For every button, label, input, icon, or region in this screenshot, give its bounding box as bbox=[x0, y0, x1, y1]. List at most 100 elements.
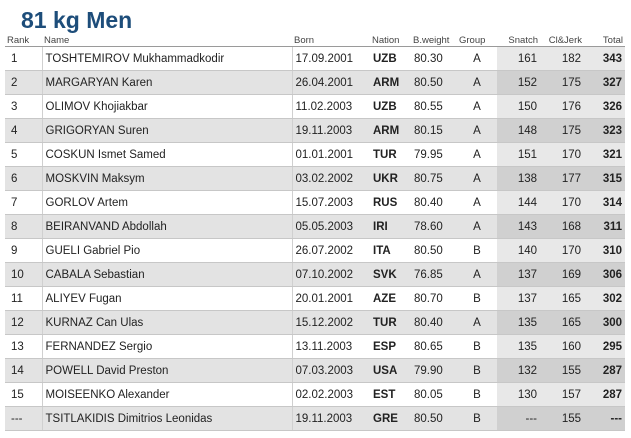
athlete-name[interactable]: OLIMOV Khojiakbar bbox=[41, 94, 293, 119]
nation-cell: ITA bbox=[370, 238, 411, 263]
bodyweight-cell: 80.50 bbox=[411, 238, 457, 263]
header-total: Total bbox=[584, 34, 625, 47]
rank-cell: 15 bbox=[5, 382, 42, 407]
born-cell: 05.05.2003 bbox=[292, 214, 370, 239]
clean-jerk-cell: 168 bbox=[540, 214, 584, 239]
bodyweight-cell: 80.65 bbox=[411, 334, 457, 359]
born-cell: 07.03.2003 bbox=[292, 358, 370, 383]
nation-cell: ARM bbox=[370, 118, 411, 143]
total-cell: 326 bbox=[584, 94, 625, 119]
born-cell: 26.07.2002 bbox=[292, 238, 370, 263]
rank-cell: 13 bbox=[5, 334, 42, 359]
table-row: 7 GORLOV Artem 15.07.2003 RUS 80.40 A 144 170 31… bbox=[5, 190, 625, 215]
nation-cell: ARM bbox=[370, 70, 411, 95]
rank-cell: 14 bbox=[5, 358, 42, 383]
athlete-name[interactable]: MOSKVIN Maksym bbox=[41, 166, 293, 191]
total-cell: 306 bbox=[584, 262, 625, 287]
table-row: 4 GRIGORYAN Suren 19.11.2003 ARM 80.15 A 148 17… bbox=[5, 118, 625, 143]
clean-jerk-cell: 155 bbox=[540, 358, 584, 383]
nation-cell: AZE bbox=[370, 286, 411, 311]
nation-cell: TUR bbox=[370, 310, 411, 335]
total-cell: 327 bbox=[584, 70, 625, 95]
athlete-name[interactable]: KURNAZ Can Ulas bbox=[41, 310, 293, 335]
athlete-name[interactable]: MARGARYAN Karen bbox=[41, 70, 293, 95]
snatch-cell: 144 bbox=[497, 190, 540, 215]
table-row: 5 COSKUN Ismet Samed 01.01.2001 TUR 79.95 A 15… bbox=[5, 142, 625, 167]
table-row: 13 FERNANDEZ Sergio 13.11.2003 ESP 80.65 B 135… bbox=[5, 334, 625, 359]
athlete-name[interactable]: TOSHTEMIROV Mukhammadkodir bbox=[41, 46, 293, 71]
rank-cell: 7 bbox=[5, 190, 42, 215]
group-cell: B bbox=[457, 334, 497, 359]
born-cell: 01.01.2001 bbox=[292, 142, 370, 167]
nation-cell: USA bbox=[370, 358, 411, 383]
snatch-cell: 137 bbox=[497, 262, 540, 287]
athlete-name[interactable]: GUELI Gabriel Pio bbox=[41, 238, 293, 263]
total-cell: 323 bbox=[584, 118, 625, 143]
total-cell: 314 bbox=[584, 190, 625, 215]
table-row: 11 ALIYEV Fugan 20.01.2001 AZE 80.70 B 137 165 3… bbox=[5, 286, 625, 311]
snatch-cell: 151 bbox=[497, 142, 540, 167]
nation-cell: RUS bbox=[370, 190, 411, 215]
table-row: 1 TOSHTEMIROV Mukhammadkodir 17.09.2001 UZB… bbox=[5, 46, 625, 71]
rank-cell: 12 bbox=[5, 310, 42, 335]
bodyweight-cell: 80.05 bbox=[411, 382, 457, 407]
table-row: 3 OLIMOV Khojiakbar 11.02.2003 UZB 80.55 A 150… bbox=[5, 94, 625, 119]
born-cell: 17.09.2001 bbox=[292, 46, 370, 71]
page-title: 81 kg Men bbox=[21, 7, 133, 33]
table-row: --- TSITLAKIDIS Dimitrios Leonidas 19.11.2… bbox=[5, 406, 625, 431]
nation-cell: IRI bbox=[370, 214, 411, 239]
clean-jerk-cell: 157 bbox=[540, 382, 584, 407]
group-cell: A bbox=[457, 70, 497, 95]
total-cell: 321 bbox=[584, 142, 625, 167]
athlete-name[interactable]: BEIRANVAND Abdollah bbox=[41, 214, 293, 239]
athlete-name[interactable]: FERNANDEZ Sergio bbox=[41, 334, 293, 359]
group-cell: A bbox=[457, 214, 497, 239]
total-cell: 310 bbox=[584, 238, 625, 263]
bodyweight-cell: 79.95 bbox=[411, 142, 457, 167]
rank-cell: 10 bbox=[5, 262, 42, 287]
athlete-name[interactable]: ALIYEV Fugan bbox=[41, 286, 293, 311]
nation-cell: SVK bbox=[370, 262, 411, 287]
header-nation: Nation bbox=[370, 34, 411, 47]
nation-cell: UZB bbox=[370, 46, 411, 71]
born-cell: 19.11.2003 bbox=[292, 118, 370, 143]
born-cell: 19.11.2003 bbox=[292, 406, 370, 431]
snatch-cell: 143 bbox=[497, 214, 540, 239]
clean-jerk-cell: 175 bbox=[540, 118, 584, 143]
group-cell: B bbox=[457, 238, 497, 263]
bodyweight-cell: 80.30 bbox=[411, 46, 457, 71]
clean-jerk-cell: 165 bbox=[540, 310, 584, 335]
group-cell: A bbox=[457, 262, 497, 287]
athlete-name[interactable]: POWELL David Preston bbox=[41, 358, 293, 383]
bodyweight-cell: 80.50 bbox=[411, 406, 457, 431]
athlete-name[interactable]: GORLOV Artem bbox=[41, 190, 293, 215]
total-cell: 300 bbox=[584, 310, 625, 335]
bodyweight-cell: 80.50 bbox=[411, 70, 457, 95]
rank-cell: 4 bbox=[5, 118, 42, 143]
group-cell: A bbox=[457, 166, 497, 191]
table-header: Rank Name Born Nation B.weight Group Sna… bbox=[5, 34, 625, 47]
athlete-name[interactable]: COSKUN Ismet Samed bbox=[41, 142, 293, 167]
bodyweight-cell: 80.70 bbox=[411, 286, 457, 311]
athlete-name[interactable]: GRIGORYAN Suren bbox=[41, 118, 293, 143]
snatch-cell: 132 bbox=[497, 358, 540, 383]
nation-cell: GRE bbox=[370, 406, 411, 431]
athlete-name[interactable]: TSITLAKIDIS Dimitrios Leonidas bbox=[41, 406, 293, 431]
rank-cell: 9 bbox=[5, 238, 42, 263]
header-group: Group bbox=[457, 34, 497, 47]
snatch-cell: 130 bbox=[497, 382, 540, 407]
rank-cell: 2 bbox=[5, 70, 42, 95]
header-born: Born bbox=[292, 34, 370, 47]
born-cell: 07.10.2002 bbox=[292, 262, 370, 287]
group-cell: B bbox=[457, 406, 497, 431]
snatch-cell: 148 bbox=[497, 118, 540, 143]
athlete-name[interactable]: MOISEENKO Alexander bbox=[41, 382, 293, 407]
header-snatch: Snatch bbox=[497, 34, 540, 47]
rank-cell: 5 bbox=[5, 142, 42, 167]
clean-jerk-cell: 155 bbox=[540, 406, 584, 431]
athlete-name[interactable]: CABALA Sebastian bbox=[41, 262, 293, 287]
rank-cell: 6 bbox=[5, 166, 42, 191]
group-cell: A bbox=[457, 118, 497, 143]
group-cell: B bbox=[457, 286, 497, 311]
